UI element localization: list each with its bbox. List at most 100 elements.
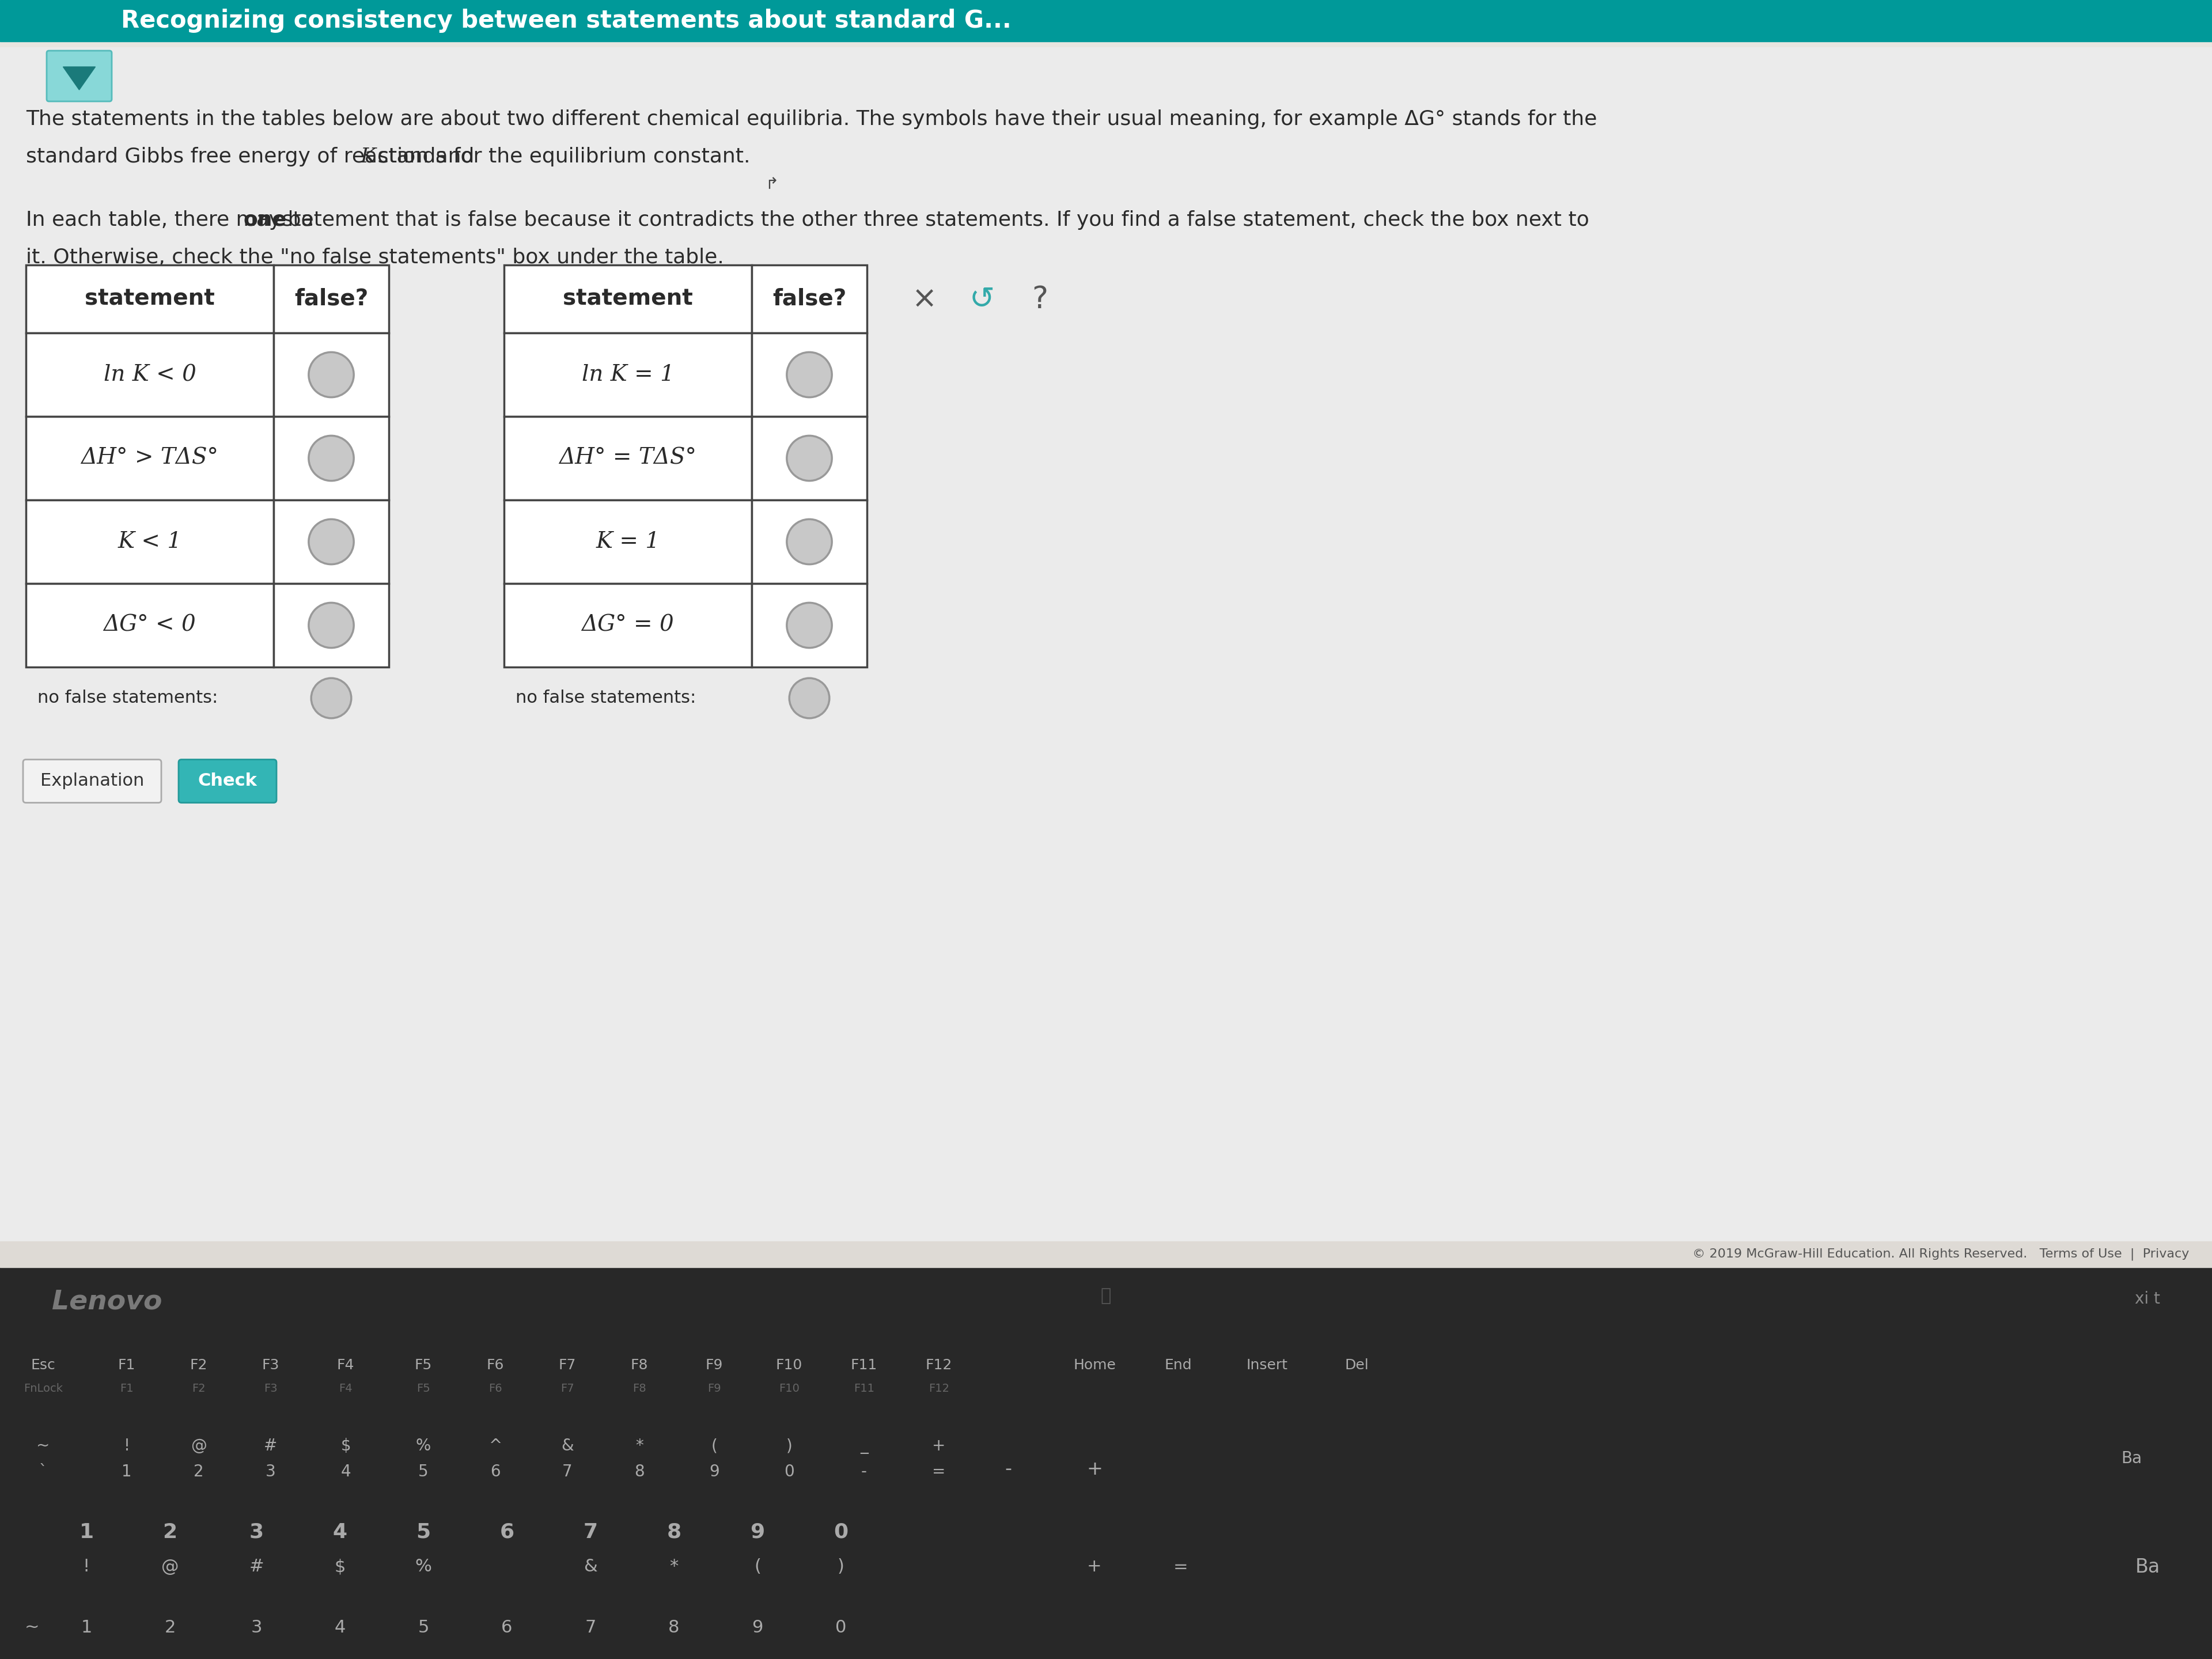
Text: 8: 8: [666, 1523, 681, 1543]
Text: 0: 0: [783, 1463, 794, 1480]
Bar: [752, 584, 867, 667]
Text: 9: 9: [752, 1619, 763, 1636]
Text: ): ): [785, 1438, 792, 1453]
Text: stands for the equilibrium constant.: stands for the equilibrium constant.: [372, 148, 750, 166]
Bar: [0, 0, 2212, 41]
Text: %: %: [416, 1558, 431, 1574]
Text: 5: 5: [418, 1463, 429, 1480]
Text: @: @: [190, 1438, 206, 1453]
Text: 7: 7: [584, 1523, 597, 1543]
Text: F9: F9: [706, 1359, 723, 1372]
Text: (: (: [712, 1438, 717, 1453]
Text: ln K < 0: ln K < 0: [104, 363, 197, 385]
Bar: [274, 265, 389, 333]
Text: 4: 4: [332, 1523, 347, 1543]
Text: ⬛: ⬛: [1102, 1287, 1110, 1304]
Bar: [27, 265, 274, 333]
Text: ~: ~: [35, 1438, 51, 1453]
Text: ×: ×: [911, 285, 938, 315]
Text: F12: F12: [925, 1359, 953, 1372]
Text: _: _: [860, 1438, 867, 1453]
Bar: [504, 333, 752, 416]
Text: ln K = 1: ln K = 1: [582, 363, 675, 385]
Circle shape: [787, 352, 832, 397]
Bar: [274, 499, 389, 584]
Text: FnLock: FnLock: [24, 1384, 62, 1394]
Text: F2: F2: [192, 1384, 206, 1394]
Text: !: !: [82, 1558, 91, 1574]
Text: statement: statement: [84, 289, 215, 310]
Text: 0: 0: [834, 1523, 847, 1543]
Text: 4: 4: [341, 1463, 352, 1480]
Text: statement: statement: [562, 289, 692, 310]
Text: 6: 6: [500, 1523, 513, 1541]
Bar: [0, 1267, 2212, 1659]
Text: 2: 2: [195, 1463, 204, 1480]
Text: 2: 2: [164, 1619, 175, 1636]
Text: (: (: [754, 1558, 761, 1574]
Text: 8: 8: [668, 1523, 679, 1541]
Text: *: *: [635, 1438, 644, 1453]
Text: -: -: [860, 1463, 867, 1480]
Circle shape: [310, 519, 354, 564]
Text: =: =: [1175, 1558, 1188, 1574]
Text: 4: 4: [334, 1619, 345, 1636]
Text: false?: false?: [772, 289, 847, 310]
Text: F1: F1: [117, 1359, 135, 1372]
Bar: [504, 416, 752, 499]
Text: #: #: [250, 1558, 263, 1574]
Text: `: `: [40, 1463, 46, 1480]
Text: F7: F7: [560, 1384, 575, 1394]
Text: =: =: [931, 1463, 947, 1480]
Circle shape: [312, 679, 352, 718]
Text: 0: 0: [834, 1523, 847, 1541]
Circle shape: [310, 352, 354, 397]
Text: ΔH° > TΔS°: ΔH° > TΔS°: [82, 448, 219, 469]
Text: ΔG° < 0: ΔG° < 0: [104, 614, 197, 635]
Bar: [752, 333, 867, 416]
Polygon shape: [64, 66, 95, 90]
Bar: [504, 584, 752, 667]
Text: F12: F12: [929, 1384, 949, 1394]
Text: +: +: [1086, 1558, 1102, 1574]
Text: xi t: xi t: [2135, 1291, 2161, 1307]
Text: Ba: Ba: [2121, 1450, 2141, 1467]
Text: false?: false?: [294, 289, 367, 310]
Text: 1: 1: [80, 1523, 93, 1541]
FancyBboxPatch shape: [22, 760, 161, 803]
Text: Lenovo: Lenovo: [51, 1289, 161, 1316]
Text: F6: F6: [489, 1384, 502, 1394]
Text: K = 1: K = 1: [595, 531, 659, 552]
Text: ): ): [838, 1558, 845, 1574]
Text: 6: 6: [502, 1619, 513, 1636]
Text: 6: 6: [491, 1463, 500, 1480]
Text: Explanation: Explanation: [40, 773, 144, 790]
Text: © 2019 McGraw-Hill Education. All Rights Reserved.   Terms of Use  |  Privacy: © 2019 McGraw-Hill Education. All Rights…: [1692, 1248, 2190, 1261]
Text: F8: F8: [633, 1384, 646, 1394]
Text: &: &: [562, 1438, 573, 1453]
Text: ?: ?: [1031, 285, 1048, 315]
Bar: [27, 416, 274, 499]
Text: 9: 9: [750, 1523, 765, 1543]
Bar: [752, 499, 867, 584]
Text: 7: 7: [562, 1463, 573, 1480]
Bar: [0, 46, 2212, 1267]
Text: 4: 4: [334, 1523, 345, 1541]
Bar: [274, 416, 389, 499]
Circle shape: [787, 602, 832, 649]
Text: F8: F8: [630, 1359, 648, 1372]
Text: F11: F11: [852, 1359, 878, 1372]
Text: F3: F3: [261, 1359, 279, 1372]
Text: F2: F2: [190, 1359, 208, 1372]
Bar: [752, 265, 867, 333]
Text: 1: 1: [122, 1463, 133, 1480]
Text: *: *: [670, 1558, 679, 1574]
Circle shape: [790, 679, 830, 718]
FancyBboxPatch shape: [46, 51, 113, 101]
Text: F11: F11: [854, 1384, 874, 1394]
Text: 3: 3: [250, 1619, 261, 1636]
Text: F5: F5: [416, 1384, 429, 1394]
Text: F9: F9: [708, 1384, 721, 1394]
Text: 6: 6: [500, 1523, 513, 1543]
Bar: [504, 499, 752, 584]
